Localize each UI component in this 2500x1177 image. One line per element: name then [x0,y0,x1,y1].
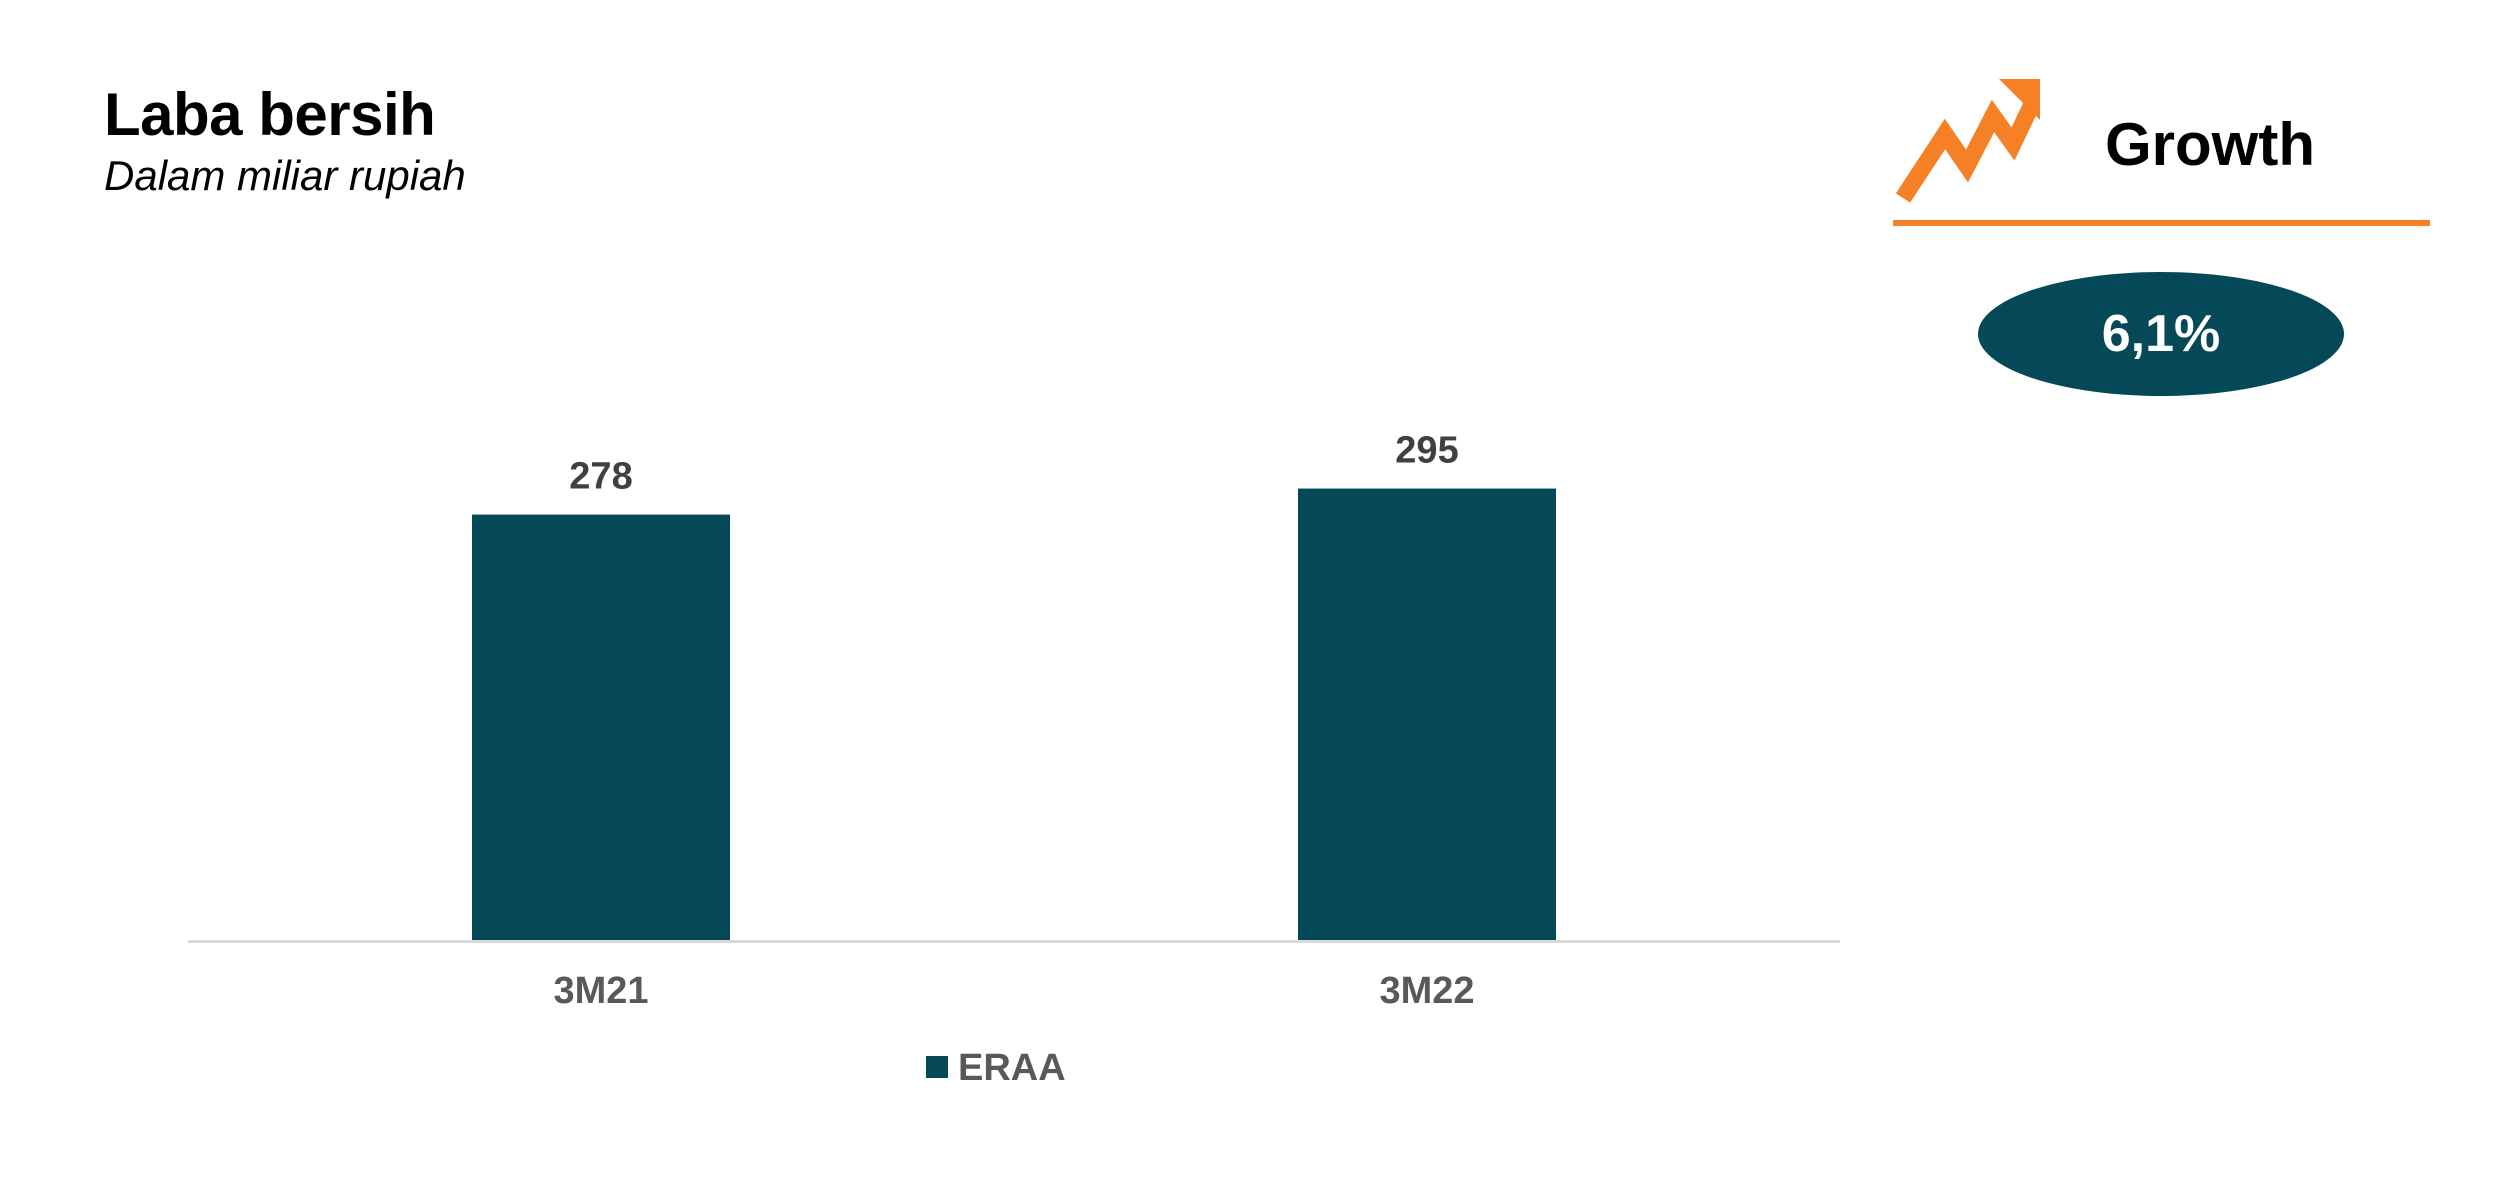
legend-label: ERAA [958,1047,1066,1089]
chart-title: Laba bersih [104,81,436,148]
legend-swatch [926,1056,948,1078]
data-label: 278 [569,456,632,498]
growth-divider [1893,220,2430,226]
x-tick-label: 3M22 [1379,970,1474,1012]
growth-label: Growth [2105,111,2315,178]
growth-value: 6,1% [2101,305,2221,363]
trend-up-arrow-icon [1895,79,2040,203]
data-label: 295 [1395,430,1458,472]
x-tick-label: 3M21 [553,970,648,1012]
chart-subtitle: Dalam miliar rupiah [104,152,466,199]
bar-3m21 [472,514,730,940]
bar-3m22 [1298,488,1556,940]
bar-chart: 278 3M21 295 3M22 ERAA [188,430,1840,1089]
growth-badge: 6,1% [1978,272,2344,396]
